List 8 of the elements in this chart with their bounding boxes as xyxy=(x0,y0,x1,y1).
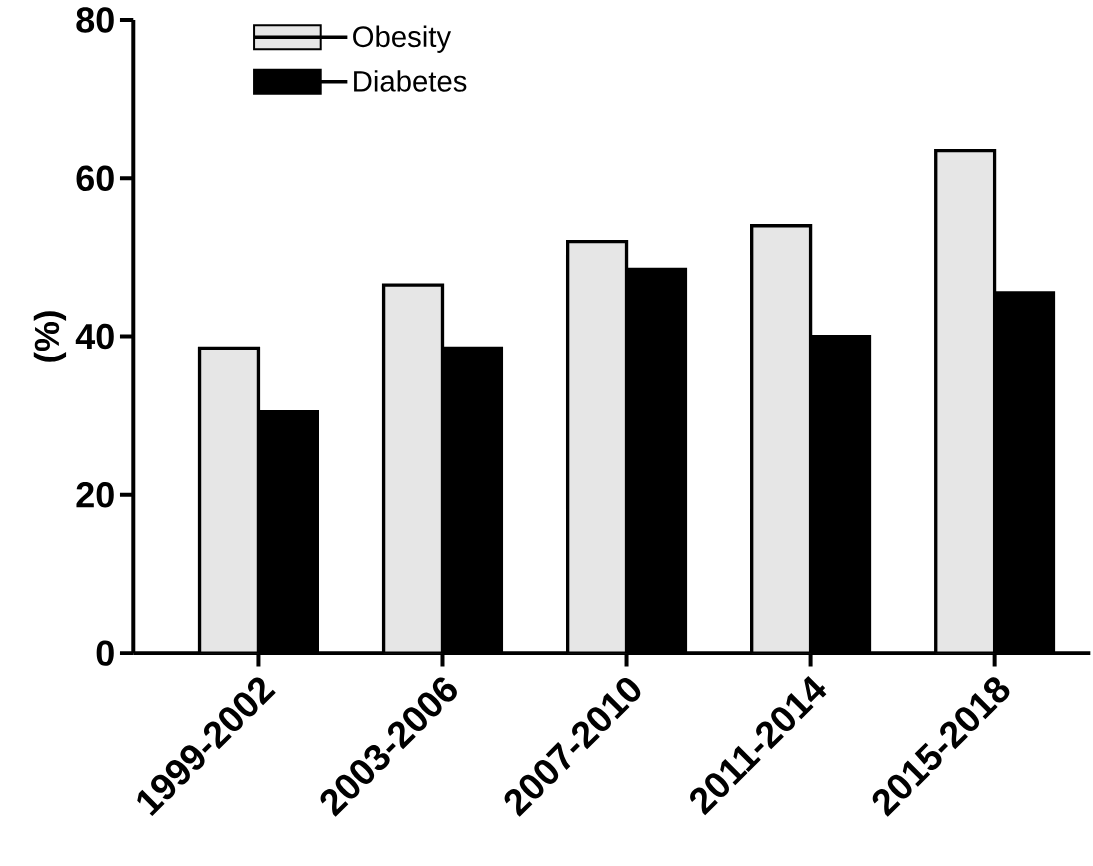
y-tick-label: 20 xyxy=(76,481,114,508)
y-axis-title: (%) xyxy=(33,311,67,362)
y-tick-label: 40 xyxy=(75,323,114,350)
legend-label: Obesity xyxy=(353,25,452,53)
y-tick-label: 0 xyxy=(96,640,114,666)
legend-label: Diabetes xyxy=(354,69,467,92)
y-tick-label: 80 xyxy=(76,7,114,33)
y-tick-label: 60 xyxy=(76,165,114,191)
